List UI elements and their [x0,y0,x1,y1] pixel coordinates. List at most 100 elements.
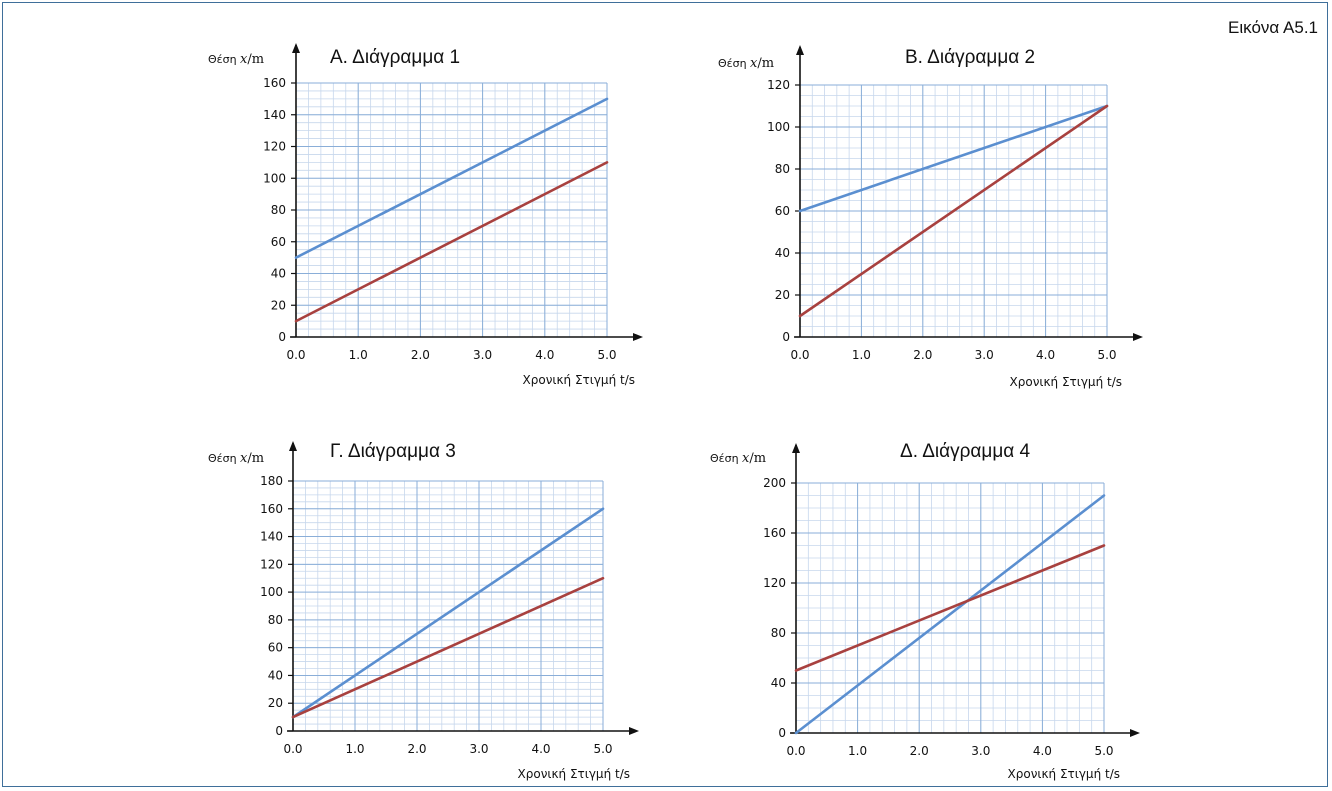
x-tick-label: 5.0 [1094,744,1113,758]
chart-3: 0 20 40 60 80 100 120 140 160 180 0.0 1.0 2.0 3.0 4.0 5… [208,441,639,781]
x-tick-label: 5.0 [1097,348,1116,362]
y-tick-label: 0 [778,726,786,740]
x-tick-label: 3.0 [473,348,492,362]
x-tick-label: 2.0 [913,348,932,362]
y-tick-label: 0 [782,330,790,344]
y-tick-label: 100 [767,120,790,134]
x-tick-label: 3.0 [971,744,990,758]
y-tick-label: 80 [268,613,283,627]
y-tick-label: 100 [263,171,286,185]
y-label-unit: /m [749,451,766,466]
x-axis-label: Χρονική Στιγμή t/s [1008,767,1120,781]
y-tick-label: 80 [771,626,786,640]
y-tick-label: 120 [260,557,283,571]
x-tick-label: 4.0 [1036,348,1055,362]
chart-title: Δ. Διάγραμμα 4 [900,441,1031,462]
y-tick-label: 120 [263,140,286,154]
x-tick-label: 3.0 [975,348,994,362]
chart-title: Α. Διάγραμμα 1 [330,47,460,68]
y-axis-arrow [289,441,297,451]
series-line-2 [291,576,605,719]
x-tick-label: 5.0 [593,742,612,756]
y-tick-label: 200 [763,476,786,490]
x-axis-arrow [629,727,639,735]
y-tick-label: 160 [763,526,786,540]
chart-2: 0 20 40 60 80 100 120 0.0 1.0 2.0 3.0 4.0 5.0 Β. Διάγ… [718,45,1143,389]
y-tick-label: 20 [775,288,790,302]
y-label-text: Θέση [718,57,750,70]
x-tick-label: 0.0 [286,348,305,362]
y-label-text: Θέση [710,452,742,465]
x-axis-arrow [1130,729,1140,737]
y-tick-label: 120 [767,78,790,92]
y-tick-label: 40 [775,246,790,260]
chart-title: Γ. Διάγραμμα 3 [330,441,456,462]
y-label-unit: /m [757,56,774,71]
chart-1: 0 20 40 60 80 100 120 140 160 0.0 1.0 2.0 3.0 4.0 5.0 Α… [208,43,643,387]
x-axis-arrow [1133,333,1143,341]
y-label-var: x [750,56,758,71]
y-tick-label: 0 [275,724,283,738]
y-tick-label: 160 [263,76,286,90]
x-tick-label: 2.0 [411,348,430,362]
series-line-2 [294,161,609,323]
y-axis-label: Θέση x/m [718,56,774,71]
y-label-text: Θέση [208,452,240,465]
y-tick-label: 140 [263,108,286,122]
x-tick-label: 2.0 [407,742,426,756]
y-tick-label: 180 [260,474,283,488]
x-axis-label: Χρονική Στιγμή t/s [1010,375,1122,389]
y-tick-label: 60 [271,235,286,249]
chart-title: Β. Διάγραμμα 2 [905,47,1035,68]
x-tick-label: 4.0 [1033,744,1052,758]
y-axis-label: Θέση x/m [208,52,264,67]
y-label-text: Θέση [208,53,240,66]
series-line-2 [794,544,1106,672]
y-tick-label: 100 [260,585,283,599]
y-tick-label: 40 [271,267,286,281]
chart-4: 0 40 80 120 160 200 0.0 1.0 2.0 3.0 4.0 5.0 Δ. Διάγρ… [710,441,1140,781]
y-label-unit: /m [247,52,264,67]
y-axis-arrow [292,43,300,53]
y-label-var: x [240,451,248,466]
x-axis-label: Χρονική Στιγμή t/s [518,767,630,781]
y-label-var: x [240,52,248,67]
y-tick-label: 140 [260,530,283,544]
x-axis-label: Χρονική Στιγμή t/s [523,373,635,387]
x-tick-label: 0.0 [786,744,805,758]
x-tick-label: 2.0 [910,744,929,758]
x-tick-label: 3.0 [469,742,488,756]
y-tick-label: 120 [763,576,786,590]
y-axis-label: Θέση x/m [710,451,766,466]
y-tick-label: 80 [271,203,286,217]
series-line-2 [798,104,1109,318]
y-axis-arrow [796,45,804,55]
y-tick-label: 20 [271,298,286,312]
x-axis-arrow [633,333,643,341]
series-line-1 [798,104,1109,213]
y-tick-label: 60 [268,641,283,655]
x-tick-label: 0.0 [790,348,809,362]
x-tick-label: 1.0 [848,744,867,758]
y-axis-label: Θέση x/m [208,451,264,466]
y-tick-label: 60 [775,204,790,218]
y-label-var: x [742,451,750,466]
y-tick-label: 160 [260,502,283,516]
y-axis-arrow [792,443,800,453]
x-tick-label: 4.0 [535,348,554,362]
figure-label: Εικόνα Α5.1 [1228,18,1318,37]
y-label-unit: /m [247,451,264,466]
x-tick-label: 1.0 [852,348,871,362]
y-tick-label: 80 [775,162,790,176]
series-line-1 [291,507,605,719]
y-tick-label: 40 [771,676,786,690]
y-tick-label: 0 [278,330,286,344]
x-tick-label: 1.0 [345,742,364,756]
x-tick-label: 1.0 [349,348,368,362]
y-tick-label: 40 [268,668,283,682]
x-tick-label: 0.0 [283,742,302,756]
series-line-1 [794,494,1106,735]
y-tick-label: 20 [268,696,283,710]
